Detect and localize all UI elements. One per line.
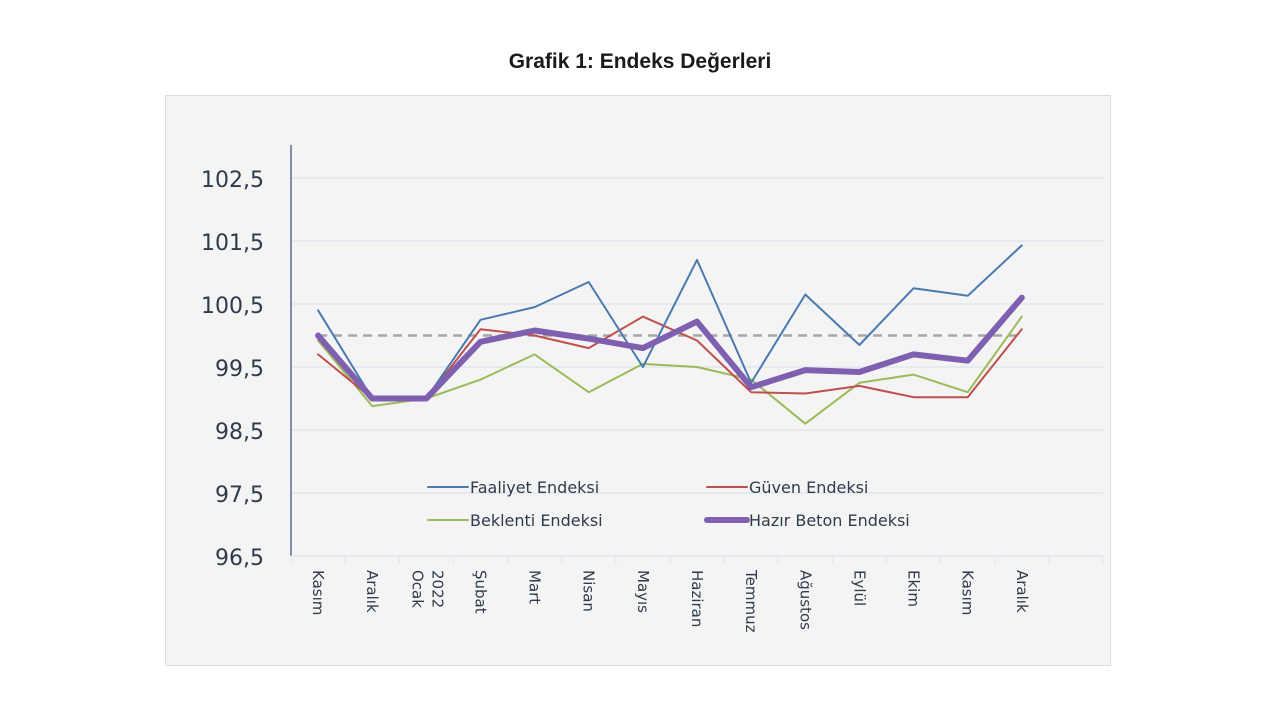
x-tick-label: Mayıs — [634, 570, 652, 613]
x-tick-label: Eylül — [850, 570, 868, 606]
x-tick-label: Nisan — [580, 570, 598, 612]
x-tick-label: Şubat — [471, 570, 489, 614]
legend-label: Güven Endeksi — [749, 478, 868, 497]
x-tick-label: 2022 — [428, 570, 446, 608]
y-tick-label: 99,5 — [215, 357, 264, 382]
series-line — [317, 315, 1023, 425]
legend-label: Faaliyet Endeksi — [470, 478, 599, 497]
legend-label: Beklenti Endeksi — [470, 511, 603, 530]
x-tick-label: Aralık — [363, 570, 381, 613]
y-tick-label: 96,5 — [215, 546, 264, 571]
chart-area — [165, 95, 1111, 666]
x-tick-label: Haziran — [688, 570, 706, 627]
x-tick-label: Ocak — [408, 570, 426, 608]
y-tick-label: 101,5 — [201, 231, 264, 256]
y-tick-label: 100,5 — [201, 294, 264, 319]
y-tick-label: 102,5 — [201, 168, 264, 193]
x-tick-label: Mart — [526, 570, 544, 604]
x-tick-label: Kasım — [309, 570, 327, 615]
y-tick-label: 98,5 — [215, 420, 264, 445]
chart-title: Grafik 1: Endeks Değerleri — [508, 50, 772, 73]
x-tick-label: Ekim — [905, 570, 923, 607]
x-tick-label: Ağustos — [796, 570, 814, 630]
series-line — [315, 294, 1025, 402]
y-tick-label: 97,5 — [215, 483, 264, 508]
x-tick-label: Aralık — [1013, 570, 1031, 613]
x-tick-label: Kasım — [959, 570, 977, 615]
legend-label: Hazır Beton Endeksi — [749, 511, 910, 530]
x-tick-label: Temmuz — [742, 569, 760, 633]
